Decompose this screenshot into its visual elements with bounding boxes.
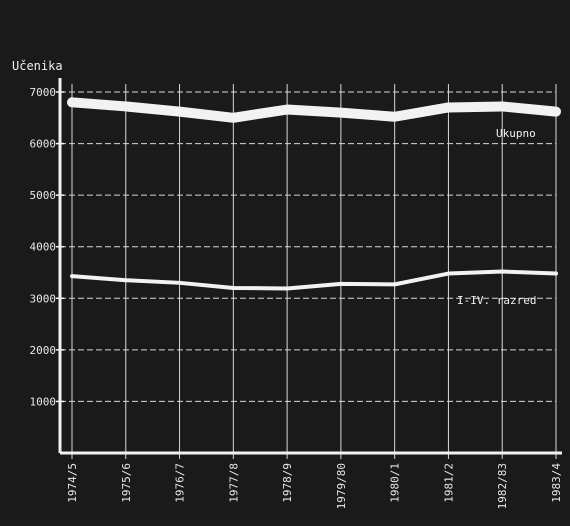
y-tick-label: 3000 — [30, 292, 57, 305]
x-tick-label: 1978/9 — [281, 463, 294, 503]
x-tick-label: 1981/2 — [442, 463, 455, 503]
y-tick-label: 1000 — [30, 395, 57, 408]
x-tick-label: 1977/8 — [227, 463, 240, 503]
axes — [56, 78, 562, 455]
x-tick-label: 1975/6 — [120, 463, 133, 503]
x-tick-label: 1979/80 — [335, 463, 348, 509]
series-lines — [67, 97, 561, 291]
y-tick-label: 4000 — [30, 241, 57, 254]
x-tick-label: 1983/4 — [550, 463, 563, 503]
series-label-i-iv-razred: I-IV. razred — [457, 294, 536, 307]
y-tick-label: 6000 — [30, 138, 57, 151]
series-line-1 — [70, 269, 558, 291]
x-tick-label: 1982/83 — [496, 463, 509, 509]
y-tick-label: 5000 — [30, 189, 57, 202]
x-tick-label: 1976/7 — [174, 463, 187, 503]
y-tick-label: 7000 — [30, 86, 57, 99]
x-tick-label: 1980/1 — [389, 463, 402, 503]
series-line-0 — [67, 97, 561, 123]
grid — [60, 84, 557, 459]
tick-labels: 7000 6000 5000 4000 3000 2000 1000 1974/5 1975/6… — [30, 86, 564, 509]
y-axis-label: Učenika — [12, 59, 63, 73]
y-tick-label: 2000 — [30, 344, 57, 357]
x-tick-label: 1974/5 — [66, 463, 79, 503]
series-label-ukupno: Ukupno — [496, 127, 536, 140]
